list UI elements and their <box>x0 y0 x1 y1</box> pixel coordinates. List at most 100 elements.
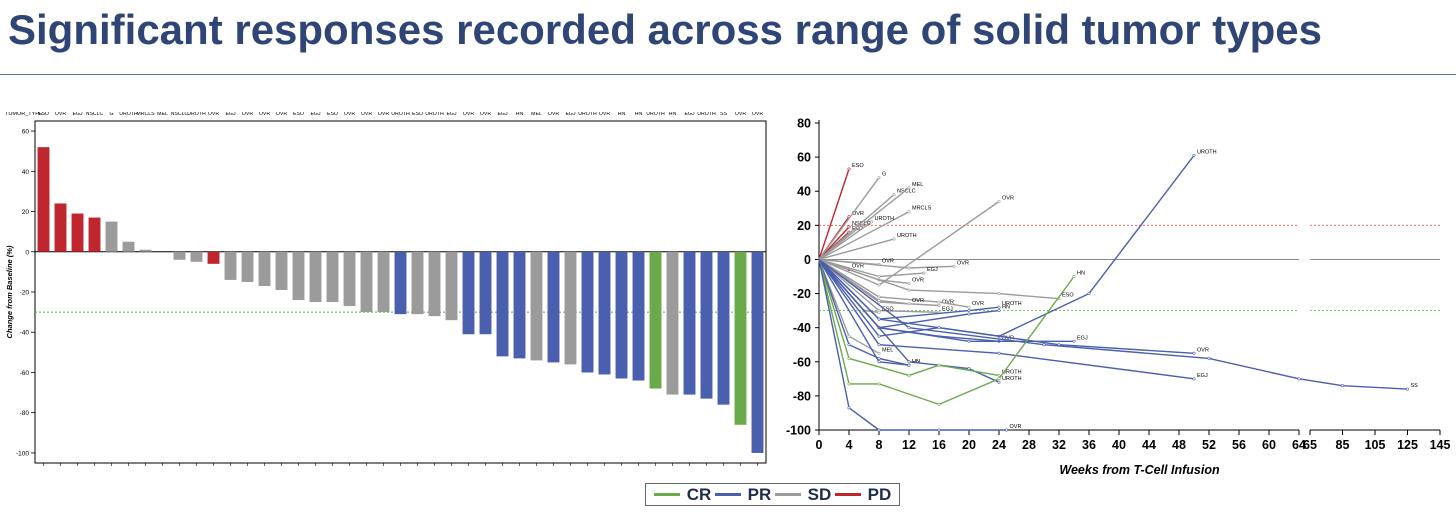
spider-series-line <box>818 259 910 366</box>
waterfall-tumor-label: OVR <box>752 112 763 117</box>
waterfall-y-tick-label: 40 <box>22 169 30 176</box>
waterfall-bar <box>428 251 441 317</box>
waterfall-bar <box>360 251 373 313</box>
spider-series-point <box>1072 275 1076 279</box>
waterfall-bar <box>615 251 628 379</box>
waterfall-header-label: TUMOR_TYPE <box>5 112 43 117</box>
spider-x-tick-label: 36 <box>1082 438 1096 452</box>
spider-series-label: ESO <box>882 306 894 312</box>
spider-series-label: NSCLC <box>897 189 916 195</box>
waterfall-tumor-label: HN <box>516 112 524 117</box>
spider-series-label: OVR <box>1002 195 1014 201</box>
spider-series-point <box>967 309 971 313</box>
spider-series-line <box>818 259 1007 431</box>
spider-x-tick-label: 32 <box>1052 438 1066 452</box>
spider-series-point <box>1192 377 1196 381</box>
spider-x-tick-label: 56 <box>1232 438 1246 452</box>
waterfall-bar <box>564 251 577 365</box>
waterfall-tumor-label: UROTH <box>391 112 410 117</box>
waterfall-tumor-label: OVR <box>378 112 389 117</box>
spider-x-tick-label: 40 <box>1112 438 1126 452</box>
spider-series-point <box>907 363 911 367</box>
legend-item-cr: CR <box>653 485 711 505</box>
waterfall-tumor-label: ESO <box>293 112 304 117</box>
waterfall-bar <box>717 251 730 405</box>
spider-series-point <box>967 339 971 343</box>
spider-x-tick-label: 85 <box>1336 438 1350 452</box>
spider-series-label: UROTH <box>1002 369 1022 375</box>
spider-series-point <box>937 402 941 406</box>
spider-series-line <box>818 258 1408 390</box>
waterfall-bar <box>292 251 305 301</box>
waterfall-bar <box>71 213 84 252</box>
spider-series-point <box>907 288 911 292</box>
spider-series-point <box>907 302 911 306</box>
spider-series-point <box>1297 377 1301 381</box>
waterfall-bar <box>547 251 560 363</box>
spider-y-tick-label: -60 <box>793 355 811 369</box>
spider-series-label: MEL <box>882 347 893 353</box>
waterfall-bar <box>734 251 747 425</box>
spider-series-line <box>818 258 1195 380</box>
spider-x-tick-label: 20 <box>962 438 976 452</box>
spider-y-tick-label: -20 <box>793 287 811 301</box>
spider-series-point <box>937 326 941 330</box>
waterfall-bar <box>139 249 152 252</box>
spider-series-label: HN <box>1002 305 1010 311</box>
spider-series-point <box>877 317 881 321</box>
spider-series-point <box>997 292 1001 296</box>
waterfall-bar <box>54 203 67 252</box>
spider-series-point <box>1192 351 1196 355</box>
waterfall-bar <box>530 251 543 361</box>
waterfall-bar <box>445 251 458 321</box>
spider-x-tick-label: 145 <box>1430 438 1451 452</box>
spider-series-point <box>1042 343 1046 347</box>
waterfall-tumor-label: UROTH <box>119 112 138 117</box>
waterfall-tumor-label: MRCLS <box>136 112 155 117</box>
waterfall-bar <box>377 251 390 313</box>
waterfall-tumor-label: UROTH <box>187 112 206 117</box>
waterfall-bar <box>513 251 526 359</box>
waterfall-tumor-label: HN <box>669 112 677 117</box>
waterfall-bar <box>241 251 254 282</box>
spider-series-point <box>892 237 896 241</box>
waterfall-y-tick-label: 60 <box>22 129 30 136</box>
waterfall-tumor-label: UROTH <box>578 112 597 117</box>
spider-series-label: EGJ <box>927 267 938 273</box>
spider-series-label: UROTH <box>897 233 917 239</box>
spider-y-tick-label: 40 <box>797 185 811 199</box>
waterfall-bar <box>479 251 492 335</box>
waterfall-tumor-label: OVR <box>463 112 474 117</box>
waterfall-tumor-label: OVR <box>735 112 746 117</box>
legend-item-pd: PD <box>834 485 891 505</box>
spider-series-point <box>937 300 941 304</box>
spider-series-point <box>877 351 881 355</box>
spider-series-point <box>847 356 851 360</box>
waterfall-y-tick-label: 20 <box>22 209 30 216</box>
spider-series-label: EGJ <box>1077 335 1088 341</box>
spider-series-label: OVR <box>912 277 924 283</box>
spider-series-point <box>1072 339 1076 343</box>
spider-series-point <box>967 312 971 316</box>
waterfall-bar <box>37 147 50 252</box>
spider-series-point <box>870 220 874 224</box>
spider-series-point <box>997 351 1001 355</box>
spider-series-line <box>818 211 910 261</box>
legend-label-sd: SD <box>807 484 832 504</box>
spider-y-tick-label: 20 <box>797 219 811 233</box>
spider-series-point <box>847 225 851 229</box>
waterfall-tumor-label: MEL <box>531 112 542 117</box>
spider-series-point <box>1087 292 1091 296</box>
spider-series-point <box>907 373 911 377</box>
spider-series-line <box>818 168 850 260</box>
slide-title: Significant responses recorded across ra… <box>8 6 1323 53</box>
waterfall-tumor-label: EGJ <box>225 112 235 117</box>
spider-series-point <box>907 281 911 285</box>
spider-series-point <box>997 199 1001 203</box>
spider-series-point <box>1005 428 1009 432</box>
spider-x-tick-label: 4 <box>846 438 853 452</box>
spider-series-label: OVR <box>972 301 984 307</box>
spider-x-tick-label: 52 <box>1202 438 1216 452</box>
spider-series-point <box>1207 356 1211 360</box>
